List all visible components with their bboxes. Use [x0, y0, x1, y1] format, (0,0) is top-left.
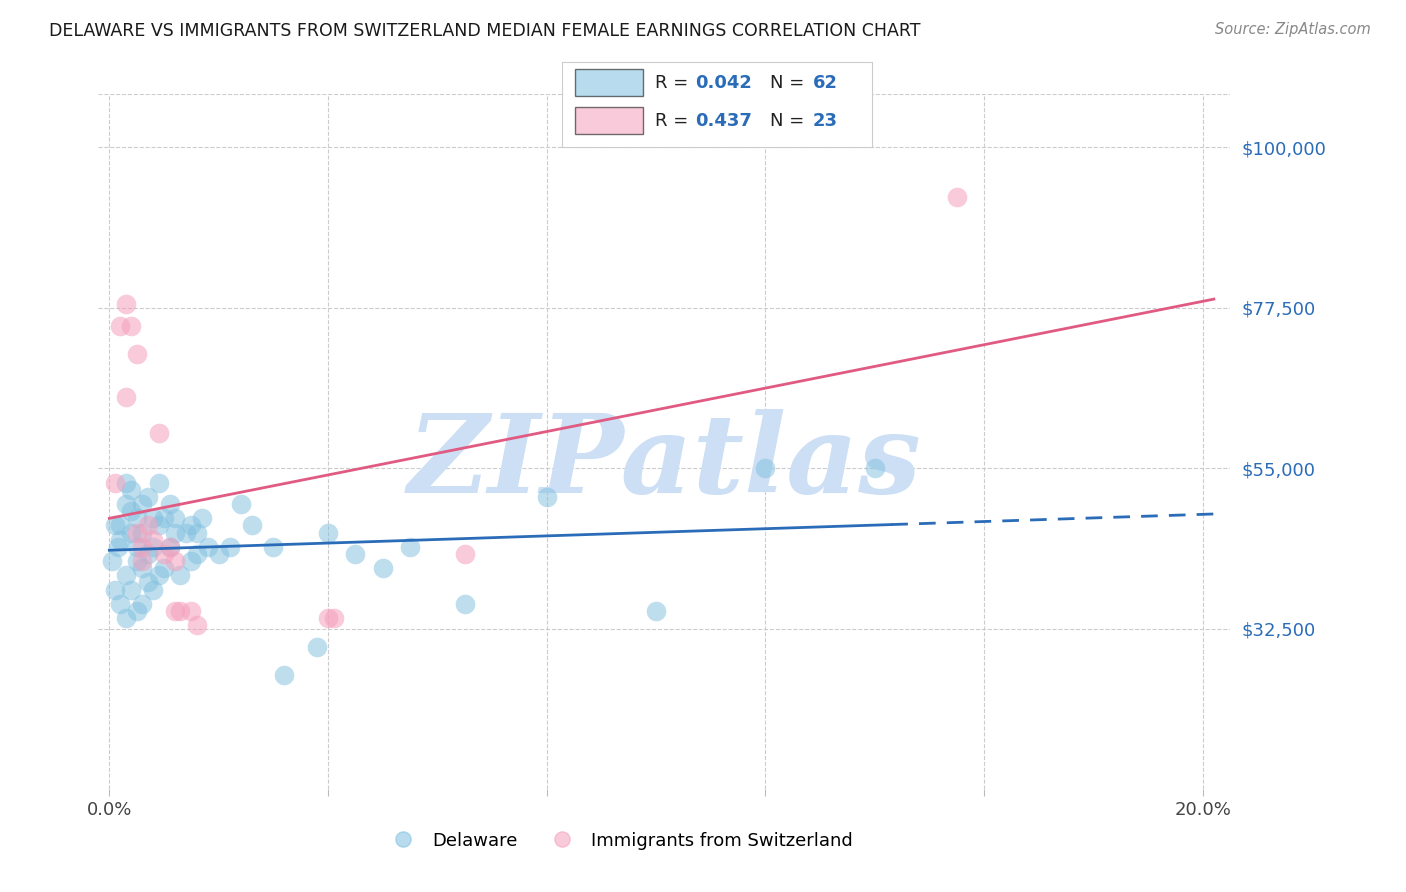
Point: [136, 518, 159, 533]
Point: [159, 540, 181, 554]
Point: [136, 547, 159, 561]
Point: [104, 582, 127, 597]
Point: [454, 597, 477, 611]
Point: [197, 540, 219, 554]
Text: DELAWARE VS IMMIGRANTS FROM SWITZERLAND MEDIAN FEMALE EARNINGS CORRELATION CHART: DELAWARE VS IMMIGRANTS FROM SWITZERLAND …: [49, 22, 921, 40]
Text: 62: 62: [813, 74, 838, 92]
Point: [131, 497, 153, 511]
Point: [208, 547, 231, 561]
Point: [125, 554, 148, 568]
Point: [120, 525, 142, 540]
Point: [163, 604, 186, 618]
Point: [131, 525, 153, 540]
Point: [159, 540, 181, 554]
Legend: Delaware, Immigrants from Switzerland: Delaware, Immigrants from Switzerland: [378, 824, 860, 857]
Point: [240, 518, 263, 533]
Point: [131, 554, 153, 568]
Point: [125, 347, 148, 361]
Point: [153, 561, 176, 575]
Point: [153, 511, 176, 525]
Point: [110, 597, 132, 611]
Point: [125, 511, 148, 525]
Point: [399, 540, 422, 554]
Point: [159, 497, 181, 511]
Text: R =: R =: [655, 112, 695, 130]
Point: [153, 547, 176, 561]
Point: [142, 582, 165, 597]
Point: [120, 504, 142, 518]
Point: [163, 554, 186, 568]
Point: [186, 547, 208, 561]
Point: [120, 483, 142, 497]
Point: [536, 490, 558, 504]
Point: [169, 568, 191, 582]
Point: [148, 518, 170, 533]
Point: [120, 318, 142, 333]
Point: [142, 533, 165, 547]
Point: [174, 525, 197, 540]
Point: [107, 540, 129, 554]
Point: [180, 518, 202, 533]
FancyBboxPatch shape: [575, 70, 643, 96]
Text: ZIPatlas: ZIPatlas: [408, 409, 921, 516]
Point: [114, 497, 136, 511]
Point: [218, 540, 240, 554]
Point: [754, 461, 776, 475]
Point: [110, 518, 132, 533]
Point: [136, 490, 159, 504]
Point: [163, 511, 186, 525]
Point: [191, 511, 214, 525]
Point: [229, 497, 252, 511]
Text: 23: 23: [813, 112, 838, 130]
Point: [371, 561, 394, 575]
Point: [186, 618, 208, 632]
Point: [114, 475, 136, 490]
Point: [148, 425, 170, 440]
Point: [186, 525, 208, 540]
Point: [114, 611, 136, 625]
Point: [114, 297, 136, 311]
Point: [131, 597, 153, 611]
Text: 0.437: 0.437: [696, 112, 752, 130]
Point: [104, 475, 127, 490]
Point: [180, 554, 202, 568]
Point: [307, 640, 329, 654]
Point: [131, 540, 153, 554]
Point: [946, 190, 969, 204]
Point: [125, 525, 148, 540]
Point: [273, 668, 295, 682]
Point: [163, 525, 186, 540]
Point: [322, 611, 344, 625]
Point: [110, 533, 132, 547]
Point: [114, 390, 136, 404]
Point: [148, 568, 170, 582]
Point: [142, 540, 165, 554]
Point: [142, 511, 165, 525]
Point: [125, 604, 148, 618]
Point: [101, 554, 124, 568]
Text: Source: ZipAtlas.com: Source: ZipAtlas.com: [1215, 22, 1371, 37]
Point: [125, 540, 148, 554]
Point: [148, 475, 170, 490]
Point: [316, 525, 339, 540]
Text: R =: R =: [655, 74, 695, 92]
Point: [645, 604, 668, 618]
Point: [104, 518, 127, 533]
Text: 0.042: 0.042: [696, 74, 752, 92]
Point: [863, 461, 886, 475]
Point: [131, 561, 153, 575]
Point: [316, 611, 339, 625]
Point: [262, 540, 284, 554]
Point: [454, 547, 477, 561]
Text: N =: N =: [769, 112, 810, 130]
Point: [136, 575, 159, 590]
Point: [114, 568, 136, 582]
Point: [110, 318, 132, 333]
Point: [344, 547, 367, 561]
Text: N =: N =: [769, 74, 810, 92]
FancyBboxPatch shape: [575, 107, 643, 135]
Point: [169, 604, 191, 618]
Point: [120, 582, 142, 597]
Point: [180, 604, 202, 618]
